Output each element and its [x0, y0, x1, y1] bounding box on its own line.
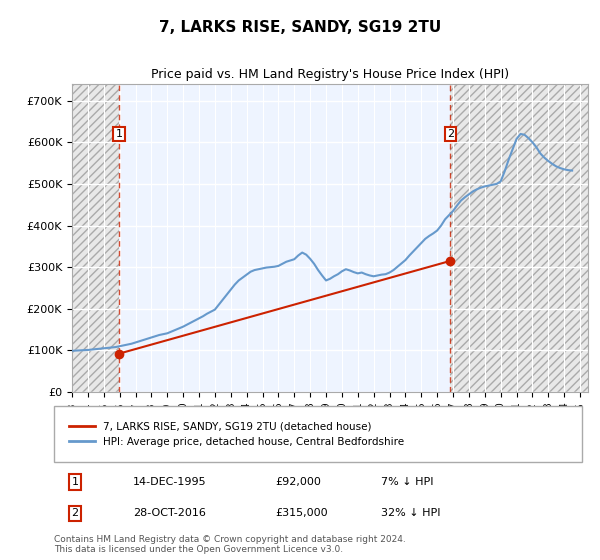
Text: 7, LARKS RISE, SANDY, SG19 2TU: 7, LARKS RISE, SANDY, SG19 2TU: [159, 20, 441, 35]
Text: 1: 1: [71, 477, 79, 487]
Bar: [451, 84, 588, 392]
Bar: [72, 84, 119, 392]
Text: 14-DEC-1995: 14-DEC-1995: [133, 477, 207, 487]
Text: £92,000: £92,000: [276, 477, 322, 487]
Text: 32% ↓ HPI: 32% ↓ HPI: [382, 508, 441, 519]
Title: Price paid vs. HM Land Registry's House Price Index (HPI): Price paid vs. HM Land Registry's House …: [151, 68, 509, 81]
Text: Contains HM Land Registry data © Crown copyright and database right 2024.
This d: Contains HM Land Registry data © Crown c…: [54, 535, 406, 554]
Text: 28-OCT-2016: 28-OCT-2016: [133, 508, 206, 519]
FancyBboxPatch shape: [54, 406, 582, 462]
Text: 7% ↓ HPI: 7% ↓ HPI: [382, 477, 434, 487]
Text: 1: 1: [115, 129, 122, 139]
Text: £315,000: £315,000: [276, 508, 328, 519]
Text: 2: 2: [447, 129, 454, 139]
Legend: 7, LARKS RISE, SANDY, SG19 2TU (detached house), HPI: Average price, detached ho: 7, LARKS RISE, SANDY, SG19 2TU (detached…: [64, 417, 409, 451]
Text: 2: 2: [71, 508, 79, 519]
